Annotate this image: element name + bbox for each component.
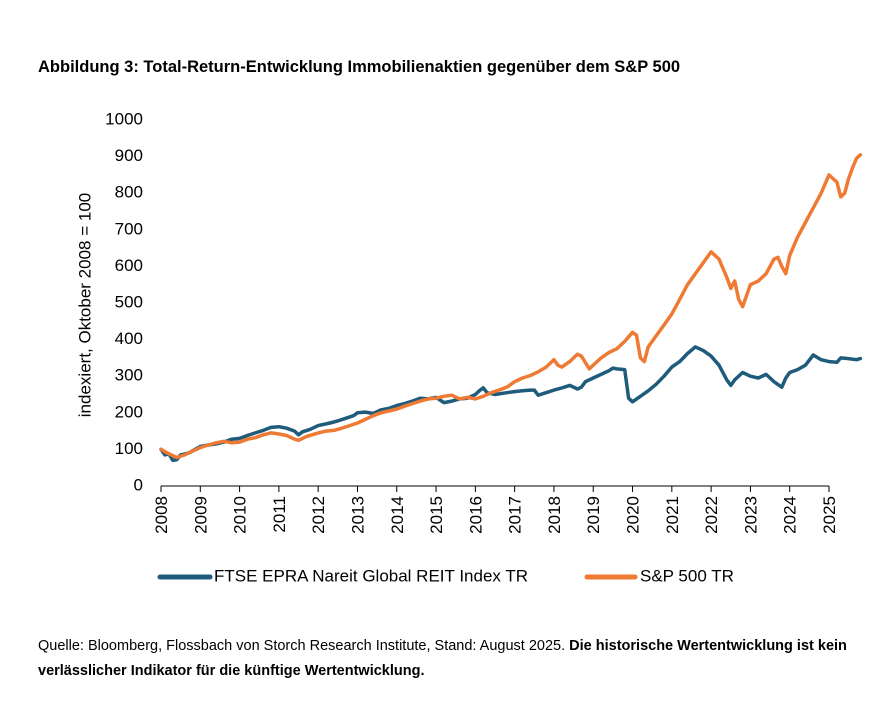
series-line-reit xyxy=(159,345,863,463)
x-tick-label: 2009 xyxy=(191,496,210,534)
y-tick-label: 500 xyxy=(115,292,143,311)
x-tick-label: 2012 xyxy=(309,496,328,534)
legend-label-sp500: S&P 500 TR xyxy=(640,566,734,585)
x-tick-label: 2023 xyxy=(741,496,760,534)
x-tick-label: 2010 xyxy=(231,496,250,534)
y-tick-label: 900 xyxy=(115,146,143,165)
disclaimer-text: Die historische Wertentwicklung ist kein… xyxy=(38,638,847,679)
y-tick-label: 1000 xyxy=(105,109,143,128)
y-axis-label: indexiert, Oktober 2008 = 100 xyxy=(75,193,94,417)
x-tick-label: 2008 xyxy=(152,496,171,534)
x-tick-label: 2017 xyxy=(506,496,525,534)
y-tick-label: 100 xyxy=(115,439,143,458)
x-axis: 2008 2009 2010 2011 2012 2013 2014 2015 2016 2017… xyxy=(152,486,839,534)
series-line-sp500 xyxy=(159,153,863,460)
x-tick-label: 2021 xyxy=(663,496,682,534)
x-tick-label: 2015 xyxy=(427,496,446,534)
legend: FTSE EPRA Nareit Global REIT Index TR S&… xyxy=(157,566,734,585)
x-tick-label: 2024 xyxy=(781,496,800,534)
line-chart: indexiert, Oktober 2008 = 100 0 100 200 300… xyxy=(75,109,863,585)
x-tick-label: 2011 xyxy=(270,496,289,533)
x-tick-label: 2016 xyxy=(466,496,485,534)
y-tick-label: 400 xyxy=(115,329,143,348)
x-tick-label: 2020 xyxy=(624,496,643,534)
x-tick-label: 2022 xyxy=(702,496,721,534)
y-tick-label: 200 xyxy=(115,402,143,421)
x-tick-label: 2014 xyxy=(388,496,407,534)
chart-title: Abbildung 3: Total-Return-Entwicklung Im… xyxy=(38,58,681,76)
y-tick-label: 0 xyxy=(134,475,143,494)
legend-label-reit: FTSE EPRA Nareit Global REIT Index TR xyxy=(214,566,528,585)
source-note: Quelle: Bloomberg, Flossbach von Storch … xyxy=(38,634,868,684)
x-tick-label: 2018 xyxy=(545,496,564,534)
y-tick-label: 800 xyxy=(115,183,143,202)
x-tick-label: 2013 xyxy=(348,496,367,534)
series-group xyxy=(159,153,863,463)
y-tick-label: 600 xyxy=(115,256,143,275)
x-tick-label: 2025 xyxy=(820,496,839,534)
y-axis: 0 100 200 300 400 500 600 700 800 900 1000 xyxy=(105,109,143,494)
x-tick-label: 2019 xyxy=(584,496,603,534)
source-text: Quelle: Bloomberg, Flossbach von Storch … xyxy=(38,638,570,654)
y-tick-label: 300 xyxy=(115,366,143,385)
y-tick-label: 700 xyxy=(115,219,143,238)
